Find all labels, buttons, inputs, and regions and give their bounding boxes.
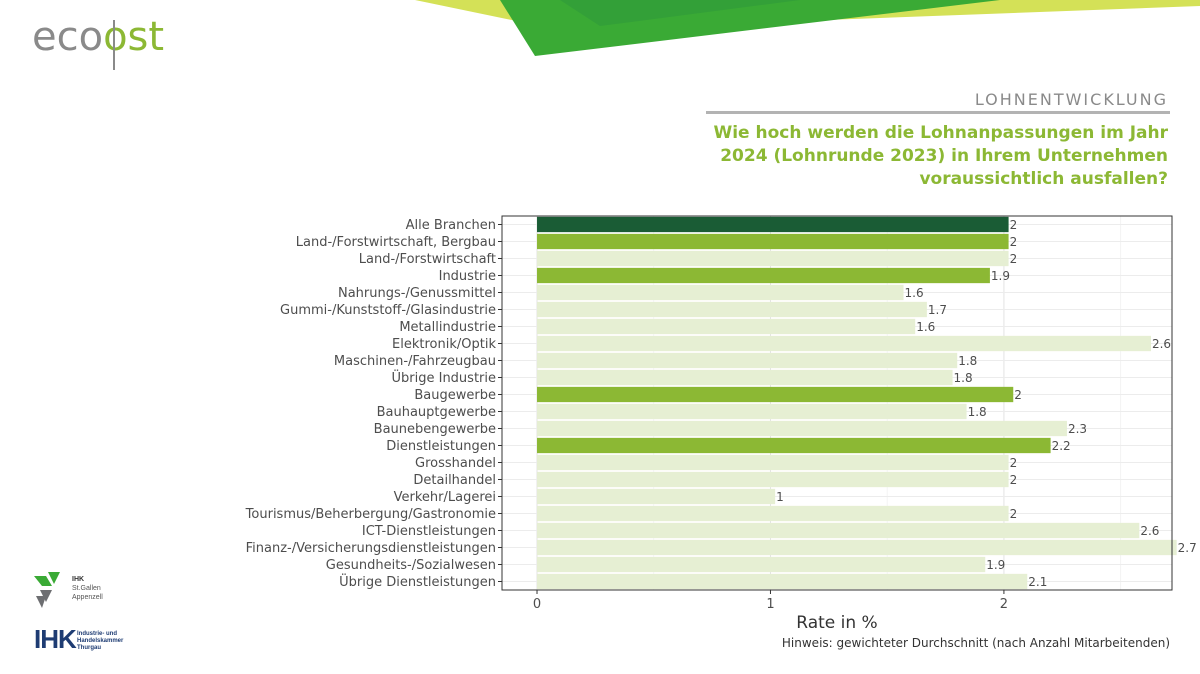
data-label: 1 [776, 490, 784, 504]
bar [537, 420, 1067, 437]
category-label: Gummi-/Kunststoff-/Glasindustrie [280, 303, 496, 318]
data-label: 2.3 [1068, 422, 1087, 436]
data-label: 2.2 [1052, 439, 1071, 453]
ecoost-logo: ecoost [32, 14, 165, 60]
footnote: Hinweis: gewichteter Durchschnitt (nach … [781, 636, 1170, 650]
category-label: Detailhandel [413, 473, 496, 488]
bar [537, 301, 927, 318]
category-label: Maschinen-/Fahrzeugbau [334, 354, 496, 369]
ihk-thurgau-logo-mark: IHK [34, 624, 77, 654]
data-label: 2.7 [1178, 541, 1197, 555]
data-label: 2 [1010, 218, 1018, 232]
bar [537, 471, 1009, 488]
bar [537, 437, 1051, 454]
data-label: 2 [1010, 456, 1018, 470]
category-label: Metallindustrie [399, 320, 496, 335]
bar [537, 216, 1009, 233]
logo-divider [113, 20, 115, 70]
category-label: Gesundheits-/Sozialwesen [326, 558, 496, 573]
ihk-st-gallen-logo-mark [34, 572, 60, 608]
category-label: Übrige Industrie [392, 369, 497, 386]
data-label: 2.1 [1028, 575, 1047, 589]
data-label: 2.6 [1140, 524, 1159, 538]
category-label: ICT-Dienstleistungen [362, 524, 496, 539]
category-label: Baugewerbe [414, 388, 496, 403]
data-label: 2 [1010, 473, 1018, 487]
bar [537, 488, 776, 505]
data-label: 1.8 [958, 354, 977, 368]
bar [537, 573, 1028, 590]
category-label: Baunebengewerbe [374, 422, 496, 437]
section-divider [706, 111, 1170, 114]
bar [537, 454, 1009, 471]
category-label: Alle Branchen [406, 218, 496, 233]
category-label: Dienstleistungen [386, 439, 496, 454]
bar [537, 318, 916, 335]
ihk-st-gallen-logo-text: IHK St.Gallen Appenzell [72, 576, 103, 601]
bar [537, 233, 1009, 250]
data-label: 1.6 [916, 320, 935, 334]
bar [537, 556, 986, 573]
data-label: 2.6 [1152, 337, 1171, 351]
category-label: Tourismus/Beherbergung/Gastronomie [245, 507, 496, 522]
ihk-thurgau-logo-text: Industrie- und Handelskammer Thurgau [77, 631, 124, 651]
category-label: Industrie [439, 269, 496, 284]
category-label: Land-/Forstwirtschaft, Bergbau [296, 235, 496, 250]
chart-question: Wie hoch werden die Lohnanpassungen im J… [713, 123, 1168, 189]
category-label: Übrige Dienstleistungen [339, 573, 496, 590]
bar [537, 539, 1177, 556]
bar [537, 250, 1009, 267]
bar [537, 267, 990, 284]
data-label: 1.8 [954, 371, 973, 385]
category-label: Grosshandel [415, 456, 496, 471]
category-label: Land-/Forstwirtschaft [359, 252, 496, 267]
data-label: 2 [1010, 235, 1018, 249]
data-label: 1.9 [991, 269, 1010, 283]
plot-border [501, 215, 1173, 591]
x-tick-label: 1 [766, 597, 774, 612]
section-title: LOHNENTWICKLUNG [974, 90, 1168, 109]
category-label: Elektronik/Optik [392, 337, 496, 352]
category-label: Finanz-/Versicherungsdienstleistungen [246, 541, 496, 556]
bar [537, 403, 967, 420]
data-label: 2 [1014, 388, 1022, 402]
bar [537, 386, 1014, 403]
data-label: 1.6 [905, 286, 924, 300]
bar [537, 522, 1140, 539]
data-label: 1.9 [986, 558, 1005, 572]
data-label: 2 [1010, 252, 1018, 266]
bar [537, 335, 1151, 352]
x-axis-title: Rate in % [796, 613, 877, 633]
category-label: Nahrungs-/Genussmittel [338, 286, 496, 301]
bar [537, 505, 1009, 522]
data-label: 2 [1010, 507, 1018, 521]
category-label: Bauhauptgewerbe [377, 405, 496, 420]
x-tick-label: 2 [1000, 597, 1008, 612]
data-label: 1.7 [928, 303, 947, 317]
data-label: 1.8 [968, 405, 987, 419]
header-banner [415, 0, 1200, 56]
x-tick-label: 0 [533, 597, 541, 612]
category-label: Verkehr/Lagerei [394, 490, 496, 505]
bar [537, 284, 904, 301]
bar [537, 352, 958, 369]
bar [537, 369, 953, 386]
